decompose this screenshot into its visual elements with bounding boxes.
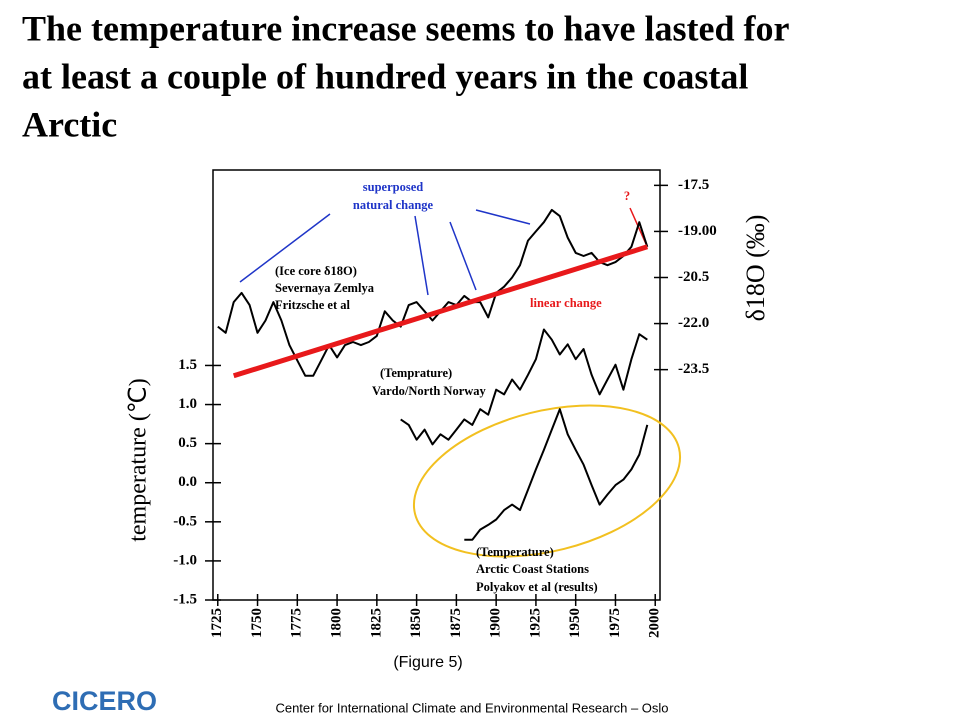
footer-text: Center for International Climate and Env…: [275, 700, 668, 715]
x-tick-label: 1875: [448, 608, 464, 638]
annotation: (Ice core δ18O): [275, 264, 357, 278]
x-tick-label: 1850: [408, 608, 424, 638]
series-line: [217, 208, 649, 377]
annotation: natural change: [353, 198, 434, 212]
x-tick-label: 1800: [329, 608, 345, 638]
logo: CICERO: [52, 686, 157, 716]
annotation: Polyakov et al (results): [476, 580, 598, 594]
y-tick-label: 0.5: [178, 435, 197, 451]
x-tick-label: 1725: [209, 608, 225, 638]
annotation: Fritzsche et al: [275, 298, 350, 312]
annotation: Severnaya Zemlya: [275, 281, 375, 295]
highlight-ellipse: [412, 404, 682, 558]
x-tick-label: 1975: [607, 608, 623, 638]
title-line: at least a couple of hundred years in th…: [22, 56, 748, 96]
annotation: ?: [624, 189, 630, 203]
x-tick-label: 1950: [567, 608, 583, 638]
y-axis-label: temperature (℃): [126, 378, 152, 542]
annotation: linear change: [530, 296, 602, 310]
x-tick-label: 1750: [249, 608, 265, 638]
series-line: [464, 408, 649, 541]
y2-tick-label: -17.5: [678, 177, 709, 193]
annotation: Vardo/North Norway: [372, 384, 487, 398]
series-line: [400, 328, 648, 446]
x-tick-label: 1825: [368, 608, 384, 638]
y-tick-label: 0.0: [178, 474, 197, 490]
plot-frame: [212, 169, 661, 601]
y-tick-label: 1.5: [178, 357, 197, 373]
y2-axis-label: δ18O (‰): [741, 215, 770, 322]
y-tick-label: -1.5: [173, 591, 197, 607]
y2-tick-label: -20.5: [678, 269, 709, 285]
title-line: Arctic: [22, 104, 117, 144]
x-tick-label: 1775: [289, 608, 305, 638]
y2-tick-label: -23.5: [678, 361, 709, 377]
y2-tick-label: -19.00: [678, 223, 717, 239]
x-tick-label: 2000: [647, 608, 663, 638]
y-tick-label: -0.5: [173, 513, 197, 529]
annotation: (Temprature): [380, 366, 452, 380]
pointer-lines: [239, 209, 531, 296]
y-tick-label: 1.0: [178, 396, 197, 412]
x-tick-label: 1900: [488, 608, 504, 638]
annotation: Arctic Coast Stations: [476, 562, 589, 576]
series-line: [232, 244, 649, 379]
title-line: The temperature increase seems to have l…: [22, 8, 790, 48]
annotation: (Temperature): [476, 545, 554, 559]
caption: (Figure 5): [393, 654, 462, 671]
x-tick-label: 1925: [527, 608, 543, 638]
y2-tick-label: -22.0: [678, 315, 709, 331]
y-tick-label: -1.0: [173, 552, 197, 568]
annotation: superposed: [363, 180, 423, 194]
